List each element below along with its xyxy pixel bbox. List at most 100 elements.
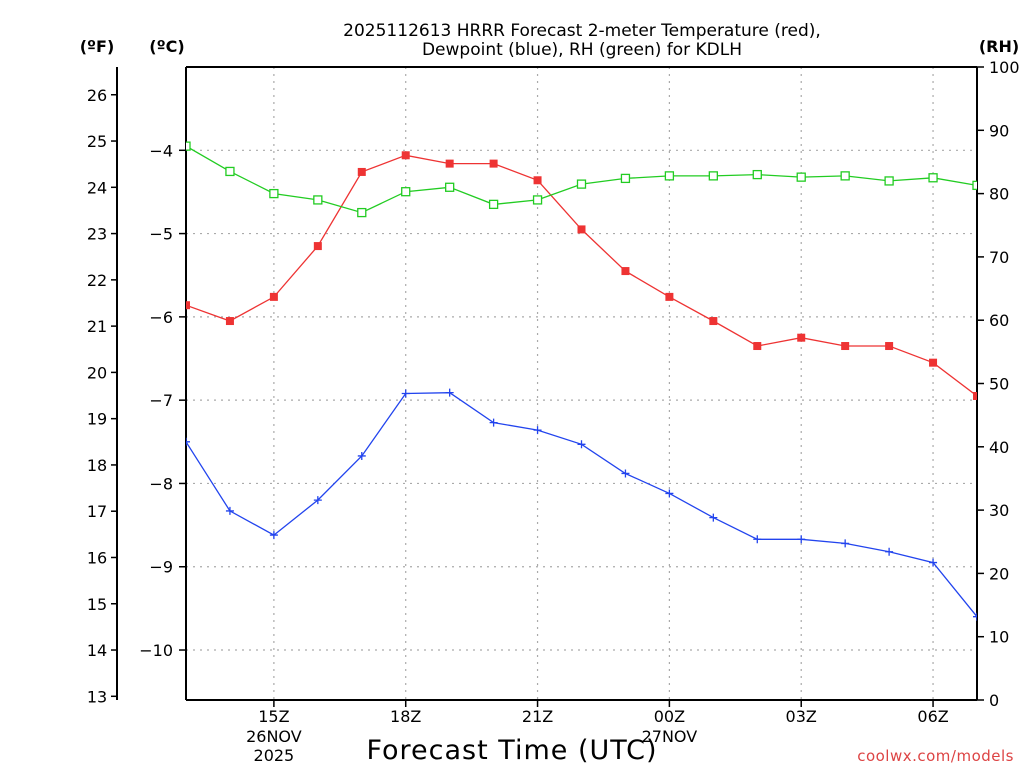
x-tick-label: 06Z [917,707,948,726]
rh-point [752,169,762,180]
fahrenheit-tick-label: 18 [87,456,107,475]
rh-point [620,173,631,184]
rh-tick-label: 60 [989,311,1009,330]
temperature-point [313,242,322,251]
temperature-point [489,159,498,168]
temperature-point [445,159,454,168]
rh-point [796,172,806,182]
fahrenheit-tick-label: 13 [87,687,107,706]
rh-point [576,179,587,189]
temperature-point [929,358,938,367]
temperature-point [973,391,977,400]
dewpoint-point [709,513,718,522]
axes: 26 25 24 23 22 21 20 19 18 17 16 15 14 13 −4 −5 −6 −7 −8 −9… [87,58,1020,765]
rh-tick-label: 30 [989,501,1009,520]
dewpoint-point [973,612,977,621]
dewpoint-point [401,389,410,398]
fahrenheit-tick-label: 19 [87,410,107,429]
rh-tick-label: 40 [989,438,1009,457]
fahrenheit-tick-label: 26 [87,86,107,105]
dewpoint-point [186,437,190,446]
rh-point [225,166,235,177]
x-tick-date-label: 27NOV [642,727,698,746]
dewpoint-point [225,506,234,515]
fahrenheit-unit-label: (ºF) [80,37,115,56]
temperature-point [533,176,542,185]
fahrenheit-tick-label: 20 [87,363,107,382]
fahrenheit-tick-label: 25 [87,132,107,151]
temperature-point [665,292,674,301]
dewpoint-point [357,451,366,460]
x-tick-label: 15Z [258,707,289,726]
rh-point [884,176,894,186]
fahrenheit-tick-label: 14 [87,641,107,660]
x-tick-date-label: 26NOV [246,727,302,746]
rh-point [488,199,499,210]
dewpoint-point [313,496,322,505]
dewpoint-point [665,489,674,498]
rh-line [186,145,977,214]
series-group [186,141,977,621]
temperature-line [186,154,977,397]
rh-point [532,195,543,205]
temperature-point [269,292,278,301]
credit-text: coolwx.com/models [857,747,1014,765]
chart-title-line2: Dewpoint (blue), RH (green) for KDLH [422,40,742,60]
dewpoint-point [841,539,850,548]
fahrenheit-tick-label: 23 [87,225,107,244]
rh-point [269,188,279,199]
temperature-point [841,342,850,351]
celsius-tick-label: −7 [149,391,173,410]
rh-tick-label: 100 [989,58,1020,77]
dewpoint-point [929,558,938,567]
fahrenheit-tick-label: 16 [87,548,107,567]
rh-point [445,182,455,192]
fahrenheit-tick-label: 24 [87,178,107,197]
x-tick-label: 21Z [522,707,553,726]
rh-tick-label: 50 [989,375,1009,394]
chart-title-line1: 2025112613 HRRR Forecast 2-meter Tempera… [343,21,821,41]
celsius-unit-label: (ºC) [149,37,184,56]
dewpoint-point [269,531,278,540]
temperature-point [885,342,894,351]
rh-point [840,171,850,181]
celsius-tick-label: −6 [149,308,173,327]
rh-point [186,141,191,151]
celsius-tick-label: −10 [139,641,173,660]
temperature-point [225,317,234,326]
rh-point [313,195,323,205]
dewpoint-point [753,535,762,544]
rh-point [664,171,675,181]
rh-point [357,207,367,218]
x-tick-label: 00Z [654,707,685,726]
fahrenheit-tick-label: 17 [87,502,107,521]
temperature-point [797,333,806,342]
rh-tick-label: 20 [989,564,1009,583]
temperature-point [401,151,410,160]
rh-unit-label: (RH) [979,37,1019,56]
celsius-tick-label: −8 [149,474,173,493]
data-series [186,141,977,621]
rh-tick-label: 0 [989,691,999,710]
grid-lines [186,67,977,700]
rh-point [401,187,411,197]
x-tick-label: 18Z [390,707,421,726]
dewpoint-line [186,392,977,618]
rh-tick-label: 80 [989,185,1009,204]
celsius-tick-label: −5 [149,225,173,244]
dewpoint-point [445,388,454,397]
temperature-point [357,167,366,176]
rh-tick-label: 10 [989,628,1009,647]
rh-point [928,173,938,183]
x-tick-year-label: 2025 [254,746,295,765]
temperature-point [577,225,586,234]
fahrenheit-tick-label: 15 [87,595,107,614]
celsius-tick-label: −4 [149,141,173,160]
dewpoint-point [489,418,498,427]
x-axis-title: Forecast Time (UTC) [366,735,657,766]
temperature-point [621,267,630,276]
celsius-tick-label: −9 [149,558,173,577]
dewpoint-point [797,535,806,544]
temperature-point [753,342,762,351]
